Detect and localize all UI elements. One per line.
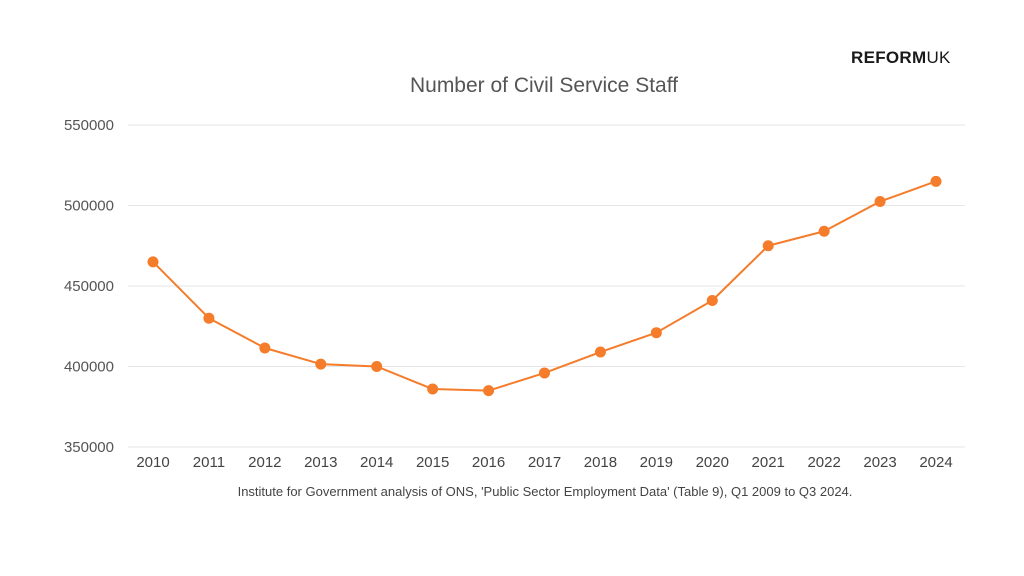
- y-tick-label: 450000: [64, 278, 114, 295]
- source-note: Institute for Government analysis of ONS…: [237, 484, 853, 499]
- x-tick-label: 2021: [752, 454, 785, 471]
- data-point-2018: [594, 346, 606, 358]
- y-tick-label: 500000: [64, 198, 114, 215]
- data-point-2021: [762, 240, 774, 252]
- x-tick-label: 2016: [472, 454, 505, 471]
- data-point-2022: [818, 225, 830, 237]
- x-tick-label: 2023: [863, 454, 896, 471]
- series-civil-service-staff: [147, 175, 942, 397]
- data-point-2023: [874, 195, 886, 207]
- x-tick-label: 2010: [136, 454, 169, 471]
- chart-title: Number of Civil Service Staff: [409, 74, 679, 97]
- x-tick-label: 2019: [640, 454, 673, 471]
- data-point-2014: [371, 361, 383, 372]
- data-point-2013: [315, 358, 327, 370]
- x-tick-label: 2018: [584, 454, 617, 471]
- data-point-2024: [930, 175, 942, 187]
- gridlines: [128, 124, 965, 448]
- x-tick-label: 2015: [416, 454, 449, 471]
- data-point-2010: [147, 256, 159, 268]
- y-tick-label: 550000: [64, 117, 114, 134]
- data-point-2017: [539, 367, 550, 379]
- data-point-2011: [203, 312, 215, 324]
- logo-light-text: UK: [926, 48, 951, 67]
- y-tick-label: 350000: [64, 439, 114, 456]
- x-tick-label: 2020: [696, 454, 729, 471]
- data-point-2016: [483, 385, 495, 397]
- y-tick-label: 400000: [64, 359, 114, 376]
- x-axis: 2010 2011 2012 2013 2014 2015 2016 2017 2018 2019…: [136, 454, 952, 471]
- y-axis: 550000 500000 450000 400000 350000: [64, 117, 114, 456]
- x-tick-label: 2022: [807, 454, 840, 471]
- data-point-2020: [706, 294, 718, 306]
- x-tick-label: 2013: [304, 454, 337, 471]
- logo-bold-text: REFORM: [851, 48, 927, 67]
- data-point-2019: [650, 327, 662, 339]
- x-tick-label: 2012: [248, 454, 281, 471]
- x-tick-label: 2024: [919, 454, 952, 471]
- data-point-2015: [427, 383, 439, 395]
- x-tick-label: 2014: [360, 454, 393, 471]
- x-tick-label: 2011: [193, 454, 225, 471]
- reform-uk-logo: REFORMUK: [851, 48, 951, 68]
- x-tick-label: 2017: [528, 454, 561, 471]
- data-point-2012: [259, 342, 271, 354]
